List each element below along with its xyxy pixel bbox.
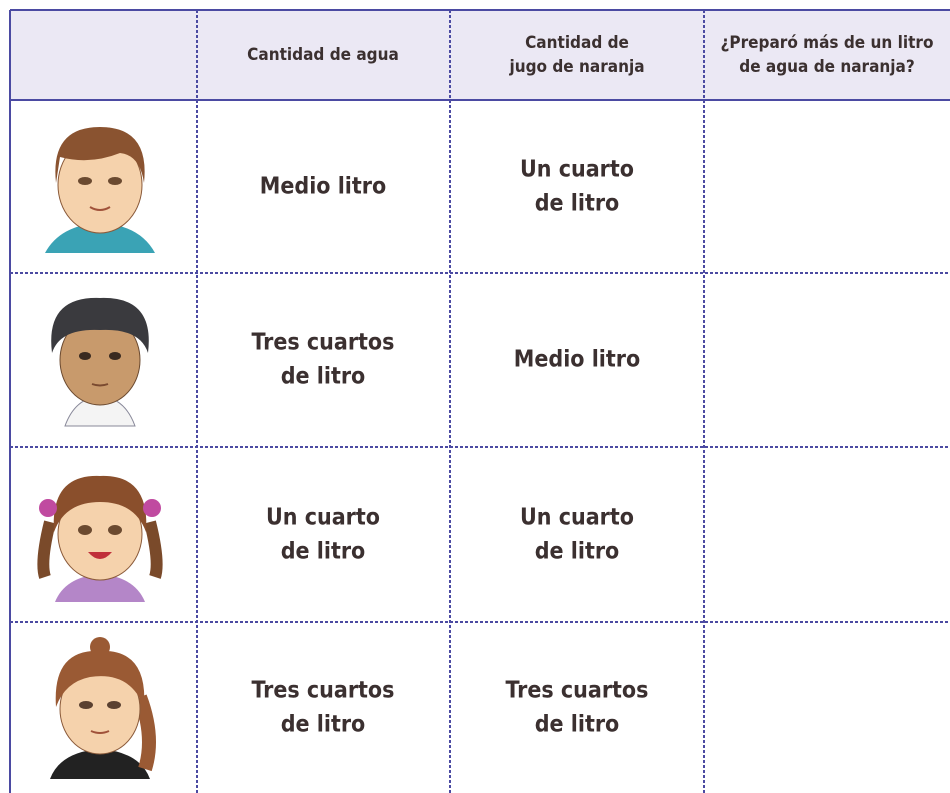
header-cell: ¿Preparó más de un litro <box>721 33 934 53</box>
header-cell: Cantidad de <box>525 33 629 53</box>
body-cell: Un cuarto <box>520 157 634 183</box>
child-face <box>37 475 163 602</box>
body-cell: de litro <box>281 712 366 738</box>
child-face <box>50 637 156 779</box>
body-cell: de litro <box>535 539 620 565</box>
body-cell: Tres cuartos <box>506 678 649 704</box>
child-face <box>51 297 149 427</box>
table-grid <box>9 9 950 793</box>
header-cell: Cantidad de agua <box>247 45 399 65</box>
header-cell: de agua de naranja? <box>739 57 914 77</box>
body-cell: Un cuarto <box>266 505 380 531</box>
body-cell: Medio litro <box>514 347 640 373</box>
header-background <box>10 10 950 100</box>
body-cell: Un cuarto <box>520 505 634 531</box>
body-cell: de litro <box>281 539 366 565</box>
body-cell: Tres cuartos <box>252 678 395 704</box>
body-cell: de litro <box>535 712 620 738</box>
header-cell: jugo de naranja <box>508 57 644 77</box>
child-face <box>45 127 155 253</box>
body-cell: de litro <box>535 191 620 217</box>
body-cell: Medio litro <box>260 174 386 200</box>
body-cell: de litro <box>281 364 366 390</box>
body-cell: Tres cuartos <box>252 330 395 356</box>
